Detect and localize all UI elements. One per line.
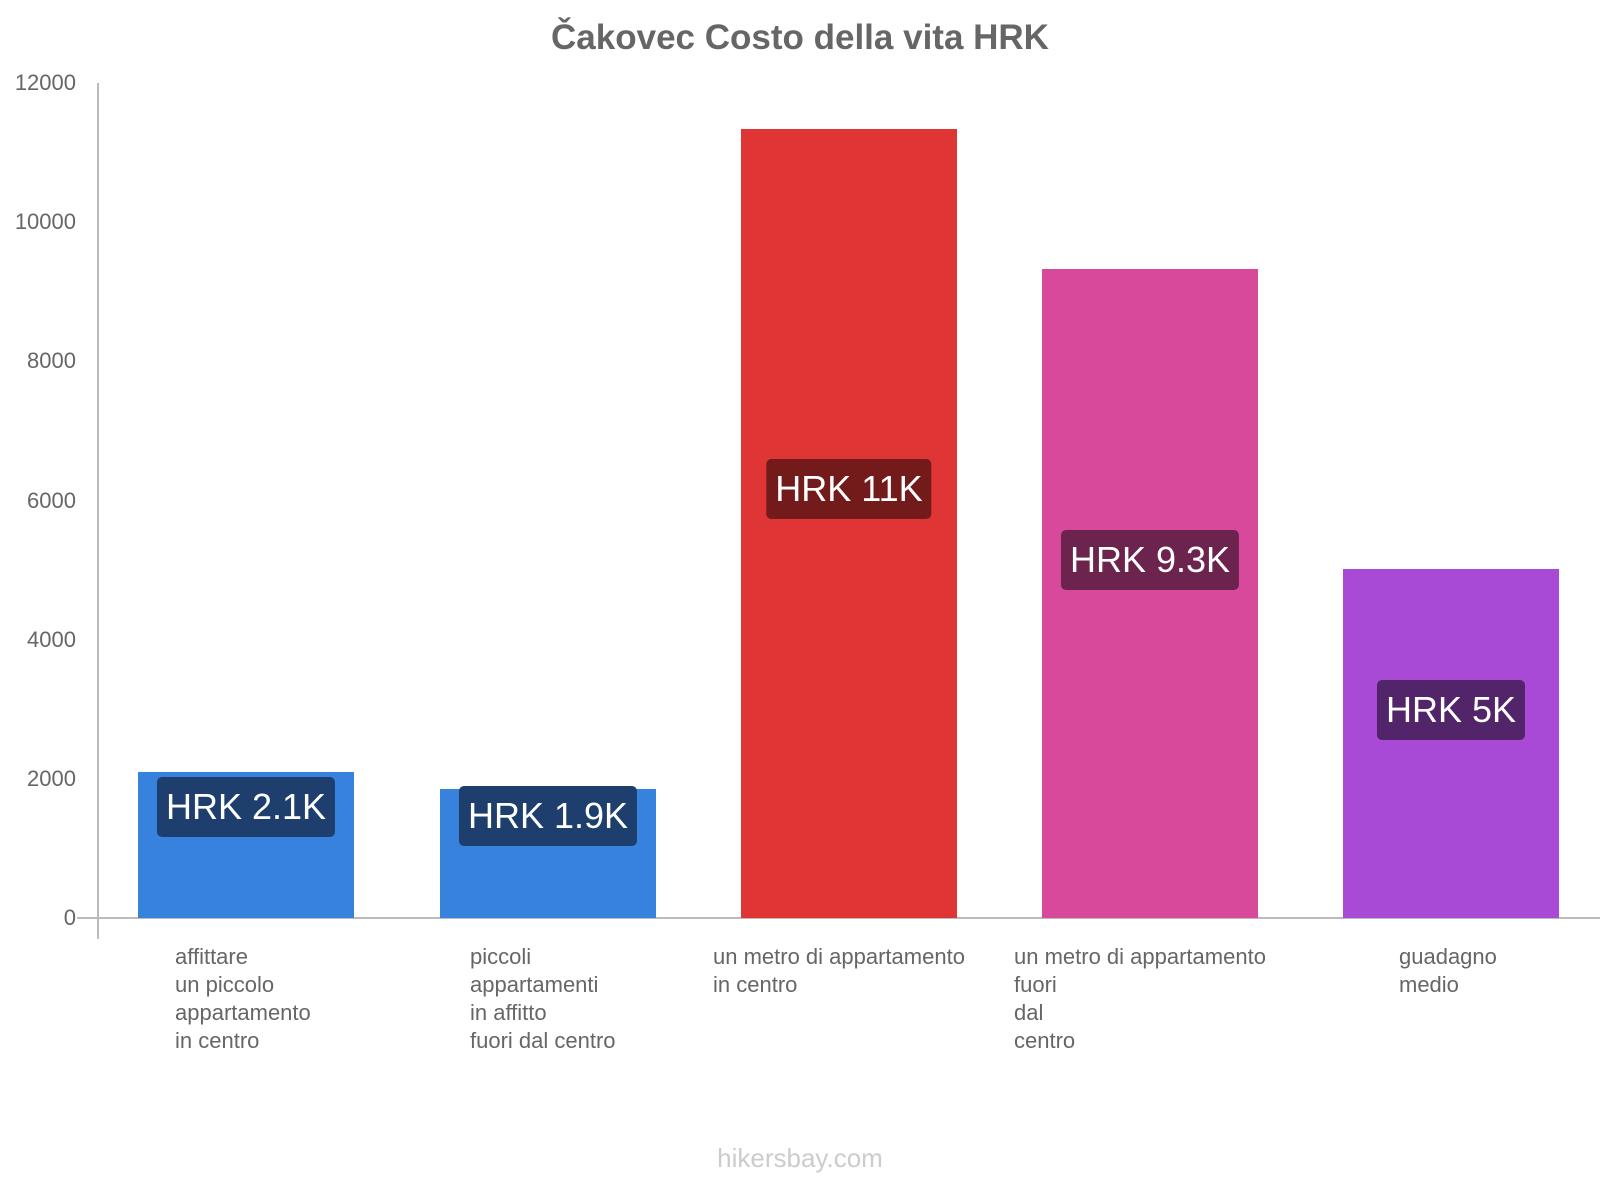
y-tick-label: 0 (63, 905, 76, 930)
x-category-label: affittare un piccolo appartamento in cen… (175, 944, 311, 1053)
y-axis-line (97, 83, 99, 939)
y-tick-label: 10000 (14, 209, 76, 235)
y-tick-label: 6000 (27, 487, 76, 513)
bar-value-label: HRK 11K (766, 459, 932, 519)
bar (741, 128, 957, 918)
y-tick-label: 4000 (27, 626, 76, 652)
x-category-label: guadagno medio (1399, 944, 1497, 997)
bar-value-label: HRK 9.3K (1060, 530, 1240, 590)
watermark-text: hikersbay.com (717, 1143, 883, 1173)
x-category-label: un metro di appartamento fuori dal centr… (1014, 944, 1266, 1053)
y-tick-label: 8000 (27, 348, 76, 374)
x-axis-line (77, 917, 1600, 919)
bar-value-label: HRK 1.9K (458, 786, 638, 847)
y-tick-label: 2000 (27, 765, 76, 791)
chart-title: Čakovec Costo della vita HRK (551, 18, 1049, 57)
x-category-label: un metro di appartamento in centro (713, 944, 965, 997)
bar (1343, 568, 1559, 918)
bar-value-label: HRK 5K (1376, 680, 1526, 740)
y-tick-label: 12000 (14, 70, 76, 95)
bar (1042, 268, 1258, 918)
bar-value-label: HRK 2.1K (156, 776, 336, 837)
x-category-label: piccoli appartamenti in affitto fuori da… (470, 944, 616, 1053)
